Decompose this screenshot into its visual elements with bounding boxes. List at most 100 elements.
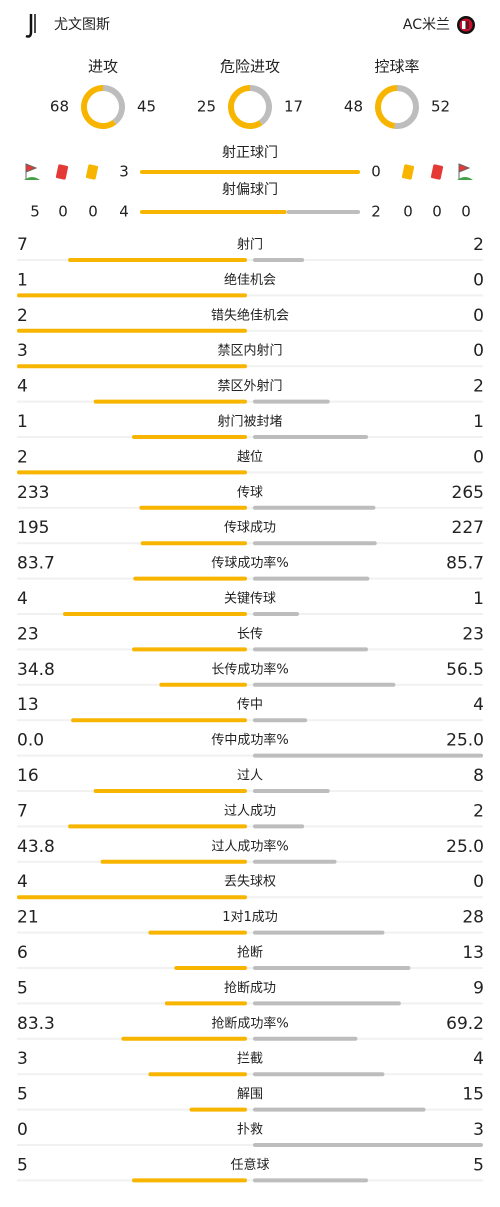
bar-away — [253, 1036, 358, 1041]
away-stat: 0 — [473, 872, 484, 892]
stat-label: 扑救 — [237, 1122, 263, 1138]
bar-track — [17, 1037, 483, 1040]
away-stat: 2 — [473, 801, 484, 821]
home-stat: 43.8 — [17, 837, 55, 857]
away-value: 52 — [431, 98, 450, 116]
bar-home — [68, 258, 247, 262]
corner-flag-icon — [25, 163, 38, 180]
stat-label: 长传 — [237, 627, 263, 642]
stat-label: 长传成功率% — [211, 661, 288, 677]
bar-home — [17, 364, 247, 369]
bar-home — [140, 170, 360, 174]
bar-home — [174, 966, 247, 970]
bar-home — [133, 576, 247, 581]
home-stat: 23 — [17, 624, 39, 644]
bar-track — [17, 1002, 483, 1005]
card-icon — [85, 164, 99, 180]
bar-track — [17, 259, 483, 261]
stat-label: 射门 — [237, 237, 263, 253]
away-value: 0 — [371, 163, 381, 181]
bar-track — [17, 1108, 483, 1111]
bar-home — [140, 541, 247, 546]
shot-label: 射偏球门 — [222, 182, 278, 198]
stat-label: 错失绝佳机会 — [211, 307, 289, 323]
home-stat: 195 — [17, 518, 49, 538]
home-stat: 5 — [17, 978, 28, 998]
corner-flag-icon — [458, 163, 471, 180]
bar-away — [253, 789, 330, 793]
bar-away — [253, 647, 368, 652]
home-stat: 7 — [17, 801, 28, 821]
away-stat: 8 — [473, 766, 484, 786]
home-stat: 5 — [17, 1155, 28, 1175]
donut-home — [375, 85, 398, 129]
bar-away — [253, 682, 396, 687]
stat-label: 过人成功 — [224, 804, 276, 819]
bar-home — [148, 1072, 247, 1077]
home-logo — [25, 14, 36, 38]
home-stat: 7 — [17, 235, 28, 255]
home-stat: 4 — [17, 872, 28, 892]
bar-away — [253, 435, 368, 439]
bar-track — [17, 613, 483, 615]
stat-label: 传中 — [237, 698, 263, 713]
bar-away — [253, 1072, 385, 1077]
bar-away — [253, 505, 376, 510]
away-stat: 3 — [473, 1120, 484, 1140]
card-icon — [55, 164, 69, 180]
bar-away — [253, 824, 305, 829]
bar-track — [17, 683, 483, 686]
bar-home — [189, 1107, 247, 1112]
bar-away — [253, 718, 308, 723]
home-stat: 0 — [17, 1120, 28, 1140]
stat-label: 过人 — [237, 769, 263, 784]
bar-home — [17, 470, 247, 475]
donut-home — [81, 85, 117, 129]
bar-home — [139, 505, 247, 510]
bar-track — [17, 542, 483, 545]
home-stat: 2 — [17, 447, 28, 467]
away-stat: 85.7 — [446, 554, 484, 574]
stat-label: 1对1成功 — [222, 910, 278, 925]
stat-label: 任意球 — [230, 1157, 269, 1173]
stat-label: 传球 — [237, 485, 263, 500]
stat-label: 抢断成功率% — [211, 1015, 288, 1031]
corner-flag-base — [457, 177, 473, 180]
bar-away — [253, 399, 330, 404]
bar-track — [17, 329, 483, 332]
bar-track — [17, 294, 483, 297]
stat-label: 传中成功率% — [211, 732, 288, 748]
donut-away — [102, 85, 125, 125]
away-stat: 227 — [452, 518, 484, 538]
away-stat: 13 — [462, 943, 484, 963]
stat-label: 抢断成功 — [224, 980, 276, 996]
stat-label: 越位 — [237, 450, 263, 465]
away-stat: 28 — [462, 908, 484, 928]
home-stat: 6 — [17, 943, 28, 963]
bar-home — [71, 718, 247, 723]
away-stat: 69.2 — [446, 1014, 484, 1034]
bar-away — [253, 966, 411, 970]
away-stat: 56.5 — [446, 660, 484, 680]
away-value: 45 — [137, 98, 156, 116]
summary-label: 控球率 — [374, 58, 419, 76]
away-stat: 2 — [473, 377, 484, 397]
away-stat: 1 — [473, 589, 484, 609]
discipline-value: 0 — [461, 203, 471, 221]
away-logo — [457, 16, 475, 34]
away-stat: 9 — [473, 978, 484, 998]
bar-track — [17, 1179, 483, 1182]
bar-home — [121, 1036, 247, 1041]
bar-away — [253, 258, 305, 262]
bar-away — [253, 612, 299, 616]
home-stat: 3 — [17, 1049, 28, 1069]
discipline-value: 0 — [58, 203, 68, 221]
bar-home — [140, 210, 287, 214]
home-stat: 34.8 — [17, 660, 55, 680]
bar-track — [17, 790, 483, 792]
home-value: 68 — [50, 98, 69, 116]
shot-label: 射正球门 — [222, 145, 278, 161]
bar-track — [17, 506, 483, 509]
away-stat: 23 — [462, 624, 484, 644]
